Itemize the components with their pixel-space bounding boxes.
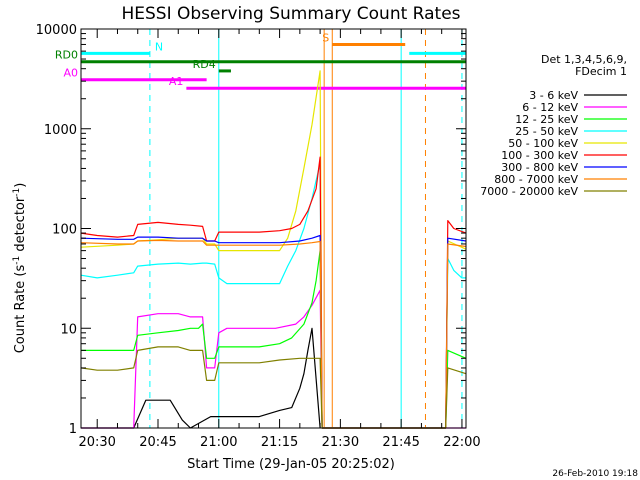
legend-label: 50 - 100 keV (508, 137, 578, 150)
flag-label: A0 (63, 67, 78, 80)
series-line (80, 346, 467, 429)
x-tick-label: 22:00 (443, 435, 480, 450)
flag-label: S (322, 31, 329, 44)
y-tick-label: 1 (69, 422, 77, 437)
legend-label: 100 - 300 keV (501, 149, 578, 162)
series-line (80, 162, 466, 429)
series-line (80, 156, 467, 429)
series-line (80, 234, 467, 429)
series-line (80, 70, 467, 429)
x-tick-label: 20:30 (78, 435, 115, 450)
legend-label: 300 - 800 keV (501, 161, 578, 174)
chart-title: HESSI Observing Summary Count Rates (121, 4, 460, 24)
y-tick-label: 1000 (44, 123, 77, 138)
series-line (81, 250, 467, 429)
legend-label: 3 - 6 keV (529, 89, 578, 102)
y-tick-label: 10 (60, 322, 77, 337)
y-axis-label: Count Rate (s-1 detector-1) (12, 183, 28, 354)
legend-label: 12 - 25 keV (515, 113, 578, 126)
y-tick-label: 10000 (36, 23, 77, 38)
legend-label: 25 - 50 keV (515, 125, 578, 138)
series-lines (80, 70, 467, 429)
vertical-markers (149, 29, 463, 428)
series-line (81, 289, 466, 429)
footer-timestamp: 26-Feb-2010 19:18 (552, 469, 638, 479)
flag-bars: N RD0 RD4 A0 A1 S (55, 31, 466, 90)
flag-label: A1 (169, 75, 184, 88)
legend-label: 800 - 7000 keV (494, 173, 578, 186)
x-tick-label: 21:45 (382, 435, 419, 450)
legend-label: 6 - 12 keV (522, 101, 578, 114)
series-line (81, 327, 321, 429)
legend-label: 7000 - 20000 keV (480, 185, 578, 198)
series-line (80, 239, 467, 429)
flag-label: RD0 (55, 49, 78, 62)
x-tick-label: 21:15 (261, 435, 298, 450)
x-axis-label: Start Time (29-Jan-05 20:25:02) (187, 457, 395, 472)
x-tick-label: 21:30 (322, 435, 359, 450)
legend-header: FDecim 1 (575, 65, 627, 78)
x-tick-label: 20:45 (139, 435, 176, 450)
axes: 1 10 100 1000 10000 20:30 20:45 21:00 21:15 21:30… (36, 23, 481, 450)
flag-label: N (155, 40, 163, 53)
x-tick-label: 21:00 (200, 435, 237, 450)
legend-header: Det 1,3,4,5,6,9, (541, 53, 627, 66)
flag-label: RD4 (193, 58, 216, 71)
y-tick-label: 100 (52, 223, 77, 238)
